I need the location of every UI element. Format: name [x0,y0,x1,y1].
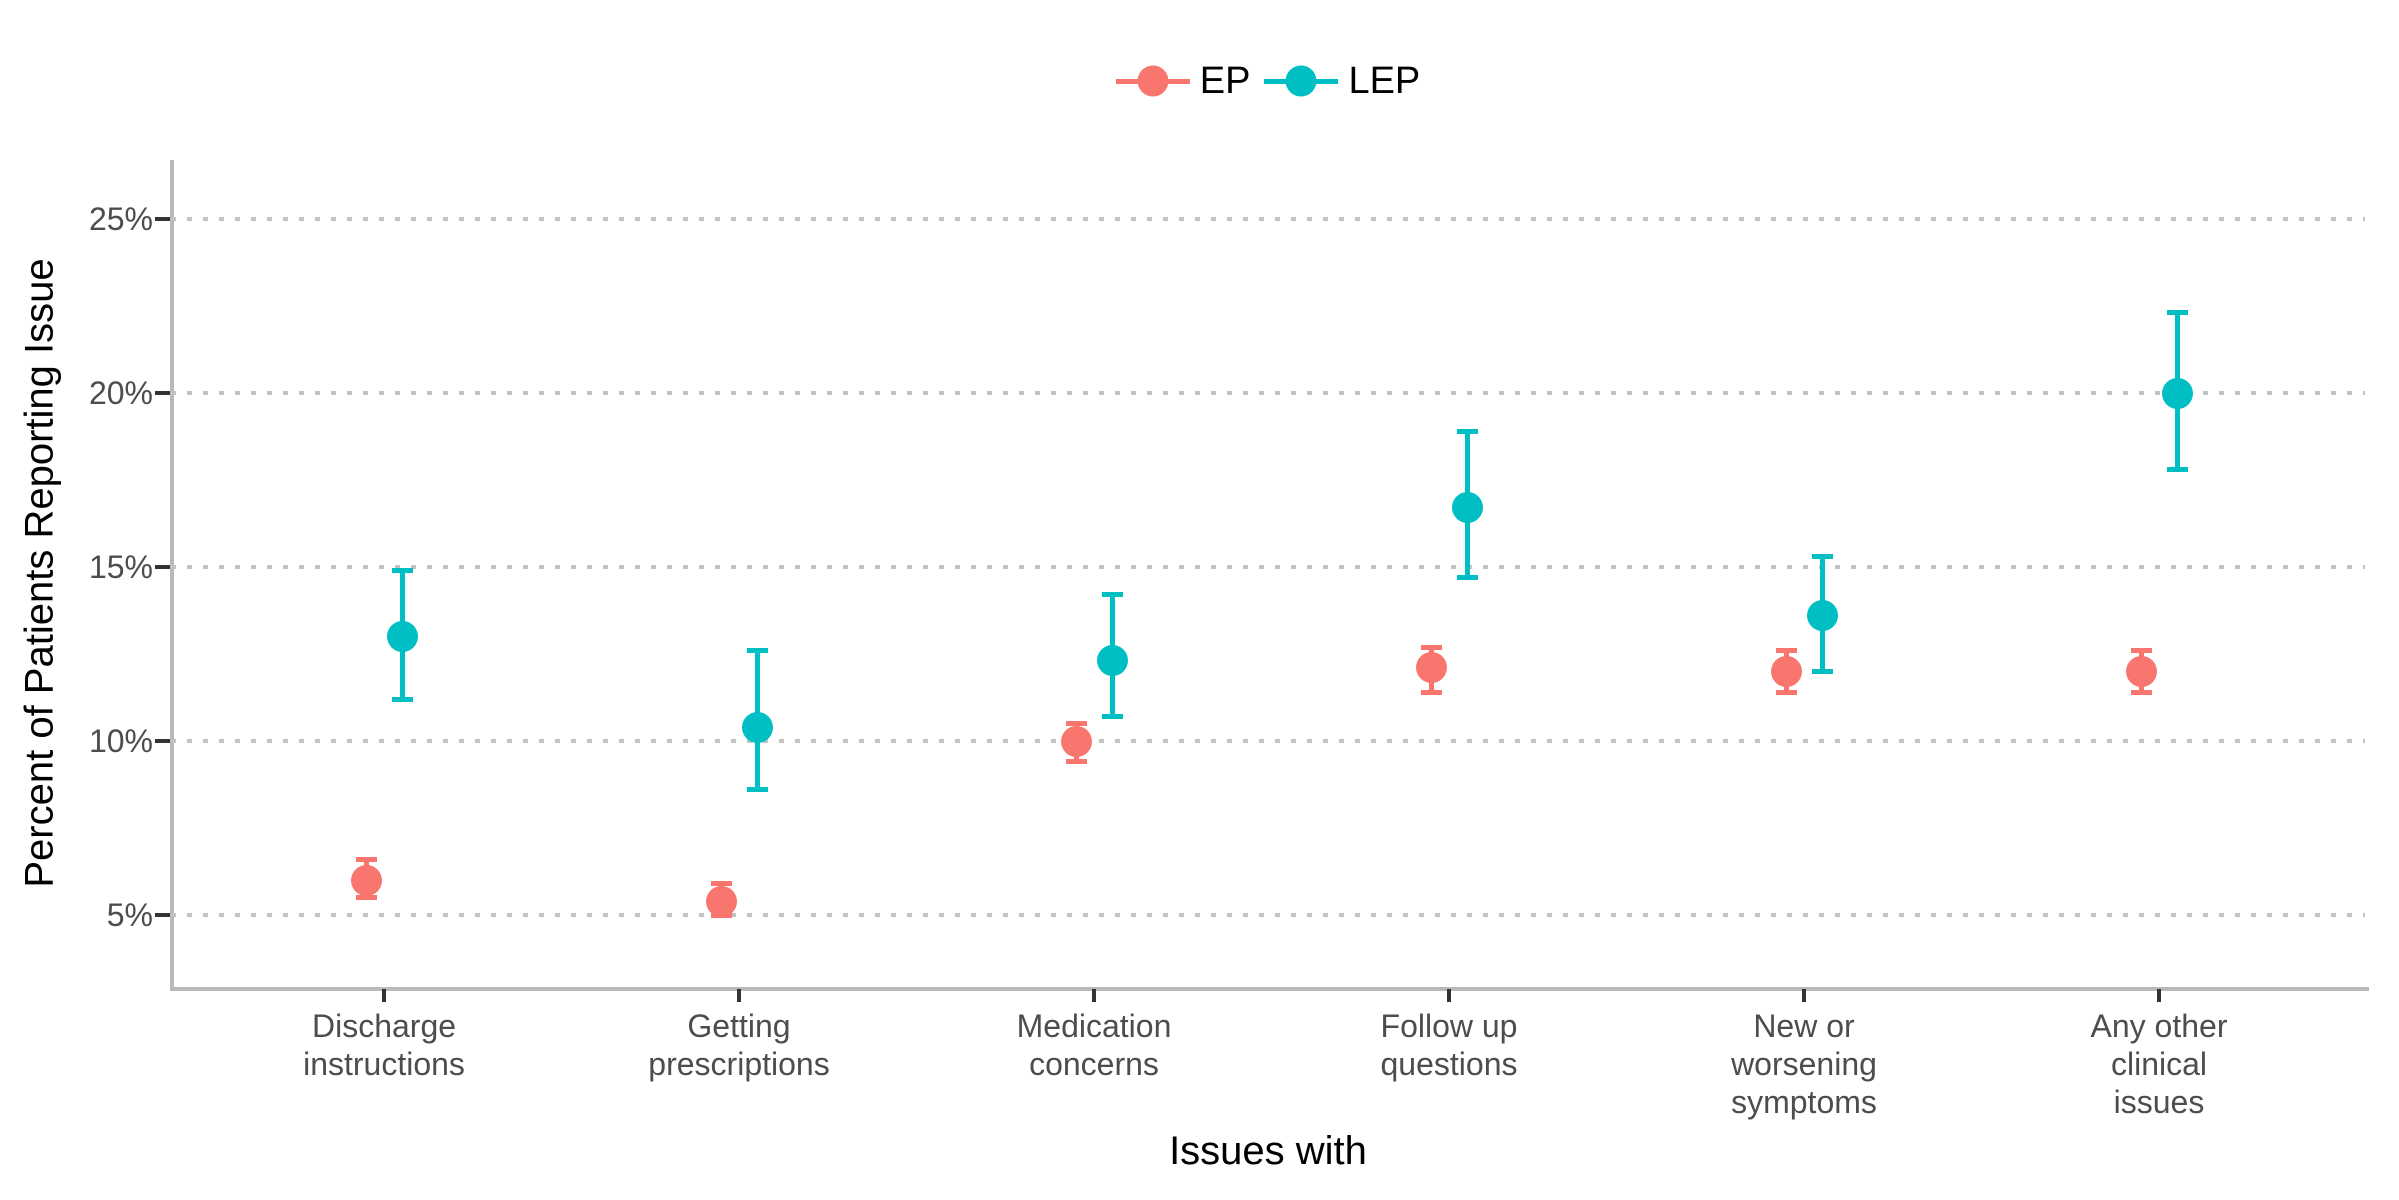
legend-label-ep: EP [1199,60,1251,102]
lep-error-bar-cap-top [746,648,768,654]
y-tick-mark [155,391,170,395]
ep-error-bar-cap-top [710,881,732,887]
lep-error-bar-cap-top [2166,310,2188,316]
lep-error-bar-cap-bottom [1811,668,1833,674]
lep-data-point [1451,492,1483,524]
x-tick-mark [1092,989,1096,1002]
x-tick-mark [1802,989,1806,1002]
ep-data-point [1060,725,1092,757]
lep-error-bar-cap-bottom [746,787,768,793]
gridline [171,913,2365,917]
lep-error-bar-cap-top [1456,428,1478,434]
y-tick-label: 20% [88,375,153,411]
lep-error-bar-cap-top [1101,592,1123,598]
y-tick-mark [155,217,170,221]
ep-error-bar-cap-top [1420,644,1442,650]
lep-error-bar-cap-top [391,567,413,573]
ep-error-bar-cap-top [1065,721,1087,727]
lep-error-bar-cap-bottom [391,696,413,702]
ep-data-point [350,864,382,896]
ep-error-bar-cap-top [355,856,377,862]
ep-error-bar-cap-bottom [1775,689,1797,695]
lep-key-dot-icon [1285,65,1317,97]
ep-error-bar-cap-top [1775,648,1797,654]
gridline [171,391,2365,395]
ep-key-dot-icon [1137,65,1169,97]
chart-legend: EP LEP [171,50,2365,112]
x-category-label: Getting prescriptions [648,1008,830,1082]
y-tick-mark [155,739,170,743]
x-tick-mark [2157,989,2161,1002]
lep-data-point [1806,600,1838,632]
ep-data-point [705,885,737,917]
y-tick-mark [155,913,170,917]
x-category-label: Follow up questions [1380,1008,1518,1082]
y-axis-line [170,160,174,991]
gridline [171,565,2365,569]
x-category-label: Any other clinical issues [2090,1008,2228,1120]
ep-error-bar-cap-bottom [1065,759,1087,765]
ep-error-bar-cap-bottom [2130,689,2152,695]
lep-pointrange-key-icon [1264,64,1339,98]
lep-error-bar-cap-bottom [2166,467,2188,473]
y-tick-mark [155,565,170,569]
y-tick-label: 15% [88,549,153,585]
x-category-label: Medication concerns [1016,1008,1172,1082]
ep-data-point [1415,652,1447,684]
x-category-label: Discharge instructions [303,1008,465,1082]
lep-error-bar-cap-top [1811,554,1833,560]
x-axis-line [170,987,2369,991]
ep-error-bar-cap-bottom [1420,689,1442,695]
lep-error-bar-cap-bottom [1456,574,1478,580]
ep-error-bar-cap-bottom [355,895,377,901]
y-tick-label: 10% [88,723,153,759]
ep-error-bar-cap-top [2130,648,2152,654]
lep-data-point [386,621,418,653]
ep-data-point [2125,655,2157,687]
lep-data-point [1096,645,1128,677]
lep-error-bar-cap-bottom [1101,714,1123,720]
ep-data-point [1770,655,1802,687]
legend-item-lep: LEP [1264,62,1420,100]
x-tick-mark [1447,989,1451,1002]
lep-data-point [741,711,773,743]
legend-item-ep: EP [1115,60,1251,102]
gridline [171,739,2365,743]
x-axis-title: Issues with [1169,1129,1367,1173]
y-tick-label: 5% [106,897,153,933]
x-tick-mark [737,989,741,1002]
x-tick-mark [382,989,386,1002]
x-category-label: New or worsening symptoms [1731,1008,1877,1120]
gridline [171,217,2365,221]
legend-label-lep: LEP [1348,60,1421,102]
ep-pointrange-key-icon [1115,64,1190,98]
y-tick-label: 25% [88,201,153,237]
lep-data-point [2161,377,2193,409]
